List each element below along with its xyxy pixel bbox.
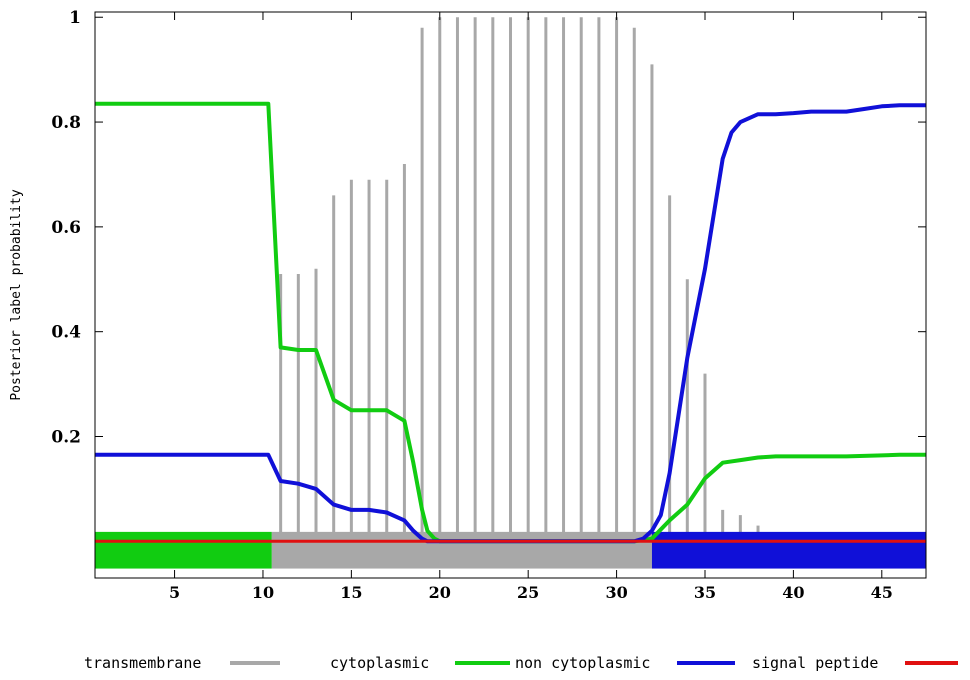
y-tick-label: 0.6 bbox=[51, 218, 81, 238]
series-lines bbox=[95, 101, 926, 544]
x-tick-label: 45 bbox=[871, 583, 893, 602]
y-tick-label: 0.4 bbox=[51, 323, 81, 343]
topology-segment-cytoplasmic bbox=[651, 531, 926, 569]
series-line-non-cytoplasmic bbox=[95, 103, 926, 544]
legend: transmembrane cytoplasmic non cytoplasmi… bbox=[84, 654, 958, 672]
x-tick-label: 10 bbox=[252, 583, 274, 602]
axis-ticks: 5 10 15 20 25 30 35 40 45 0.2 0.4 0.6 0.8 1 bbox=[51, 8, 926, 602]
transmembrane-impulses bbox=[279, 17, 760, 542]
x-tick-label: 20 bbox=[429, 583, 451, 602]
x-tick-label: 25 bbox=[517, 583, 539, 602]
x-tick-label: 30 bbox=[605, 583, 627, 602]
x-tick-label: 40 bbox=[782, 583, 804, 602]
plot-frame bbox=[94, 11, 927, 579]
topology-segment-non-cytoplasmic bbox=[95, 531, 272, 569]
y-tick-label: 0.2 bbox=[51, 428, 81, 448]
y-tick-label: 1 bbox=[69, 8, 81, 28]
x-tick-label: 5 bbox=[169, 583, 180, 602]
y-axis-label: Posterior label probability bbox=[9, 189, 24, 400]
y-tick-label: 0.8 bbox=[51, 113, 81, 133]
topology-segment-transmembrane bbox=[271, 531, 652, 569]
legend-label-cytoplasmic: cytoplasmic bbox=[330, 654, 429, 672]
legend-label-transmembrane: transmembrane bbox=[84, 654, 201, 672]
legend-label-non-cytoplasmic: non cytoplasmic bbox=[515, 654, 650, 672]
topology-bar bbox=[95, 531, 926, 569]
legend-label-signal-peptide: signal peptide bbox=[752, 654, 878, 672]
x-tick-label: 15 bbox=[340, 583, 362, 602]
x-tick-label: 35 bbox=[694, 583, 716, 602]
